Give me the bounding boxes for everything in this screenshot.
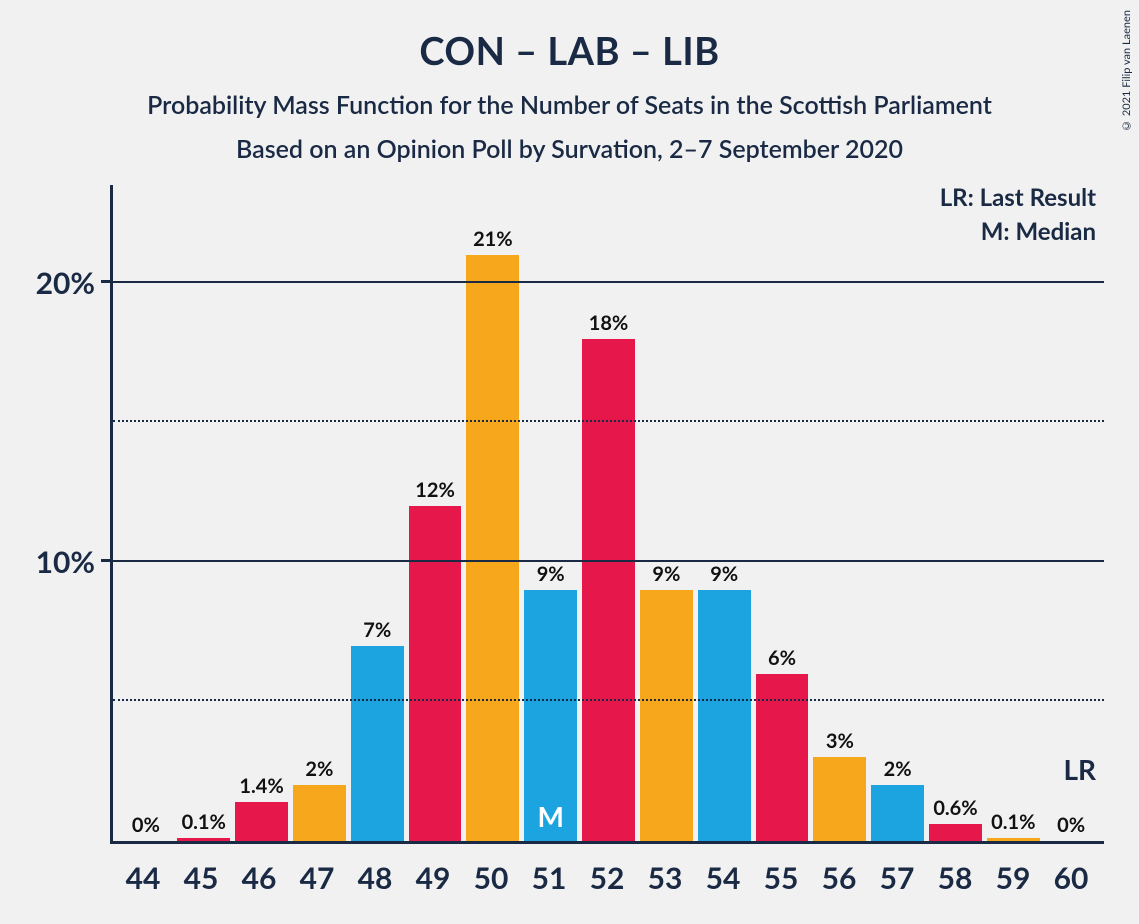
x-axis-label: 57 bbox=[868, 860, 926, 896]
bar bbox=[409, 506, 462, 841]
x-axis-label: 54 bbox=[694, 860, 752, 896]
bar bbox=[640, 590, 693, 841]
bar-slot: 0.6% bbox=[927, 185, 985, 841]
bar-value-label: 0.1% bbox=[991, 810, 1035, 834]
bar-slot: 2% bbox=[869, 185, 927, 841]
bar bbox=[929, 824, 982, 841]
bar-value-label: 9% bbox=[537, 562, 565, 586]
bar-value-label: 18% bbox=[589, 311, 629, 335]
bar-slot: 21% bbox=[464, 185, 522, 841]
copyright-notice: © 2021 Filip van Laenen bbox=[1120, 10, 1133, 132]
plot-area: LR: Last Result M: Median 0%0.1%1.4%2%7%… bbox=[110, 185, 1104, 844]
gridline bbox=[113, 281, 1104, 283]
bar-value-label: 0% bbox=[1057, 813, 1085, 837]
x-axis-label: 55 bbox=[752, 860, 810, 896]
x-axis-label: 51 bbox=[520, 860, 578, 896]
bar bbox=[466, 255, 519, 841]
x-axis-label: 58 bbox=[926, 860, 984, 896]
x-axis-label: 45 bbox=[172, 860, 230, 896]
bar-value-label: 3% bbox=[826, 729, 854, 753]
chart-subtitle-1: Probability Mass Function for the Number… bbox=[35, 90, 1104, 120]
x-axis-label: 52 bbox=[578, 860, 636, 896]
gridline bbox=[113, 699, 1104, 701]
bar bbox=[351, 646, 404, 841]
x-axis: 4445464748495051525354555657585960 bbox=[110, 860, 1104, 896]
bar-group: 0% 0.1% 1.4% 2% 7% 12% 21% 9% M 18% 9% 9% 6% 3% 2% 0.6%… bbox=[113, 185, 1104, 841]
chart-subtitle-2: Based on an Opinion Poll by Survation, 2… bbox=[35, 134, 1104, 164]
bar-value-label: 2% bbox=[305, 757, 333, 781]
bar-slot: 1.4% bbox=[233, 185, 291, 841]
bar bbox=[813, 757, 866, 841]
bar bbox=[582, 339, 635, 841]
x-axis-label: 46 bbox=[230, 860, 288, 896]
bar-slot: 7% bbox=[348, 185, 406, 841]
bar-value-label: 0% bbox=[132, 813, 160, 837]
x-axis-label: 60 bbox=[1042, 860, 1100, 896]
bar bbox=[871, 785, 924, 841]
bar: M bbox=[524, 590, 577, 841]
x-axis-label: 59 bbox=[984, 860, 1042, 896]
gridline bbox=[113, 420, 1104, 422]
bar-slot: 0.1% bbox=[984, 185, 1042, 841]
bar bbox=[235, 802, 288, 841]
bar-value-label: 9% bbox=[710, 562, 738, 586]
bar-slot: 2% bbox=[290, 185, 348, 841]
bar-value-label: 7% bbox=[363, 618, 391, 642]
y-tick bbox=[101, 559, 113, 562]
bar-value-label: 0.1% bbox=[182, 810, 226, 834]
bar bbox=[987, 838, 1040, 841]
bar-slot: 12% bbox=[406, 185, 464, 841]
bar bbox=[698, 590, 751, 841]
bar-value-label: 6% bbox=[768, 646, 796, 670]
bar bbox=[293, 785, 346, 841]
title-block: CON – LAB – LIB Probability Mass Functio… bbox=[35, 28, 1104, 164]
median-marker: M bbox=[537, 799, 563, 833]
y-tick bbox=[101, 280, 113, 283]
bar bbox=[177, 838, 230, 841]
bar-value-label: 21% bbox=[473, 227, 513, 251]
bar-value-label: 9% bbox=[652, 562, 680, 586]
bar-slot: 0.1% bbox=[175, 185, 233, 841]
x-axis-label: 49 bbox=[404, 860, 462, 896]
gridline bbox=[113, 560, 1104, 562]
bar-slot: 0% bbox=[117, 185, 175, 841]
y-axis-label: 20% bbox=[36, 265, 95, 301]
bar-slot: 9% bbox=[637, 185, 695, 841]
bar-slot: 18% bbox=[580, 185, 638, 841]
y-axis-label: 10% bbox=[36, 544, 95, 580]
bar-slot: 3% bbox=[811, 185, 869, 841]
bar-slot: 9% bbox=[695, 185, 753, 841]
bar-value-label: 2% bbox=[884, 757, 912, 781]
bar-value-label: 0.6% bbox=[933, 796, 977, 820]
x-axis-label: 56 bbox=[810, 860, 868, 896]
x-axis-label: 50 bbox=[462, 860, 520, 896]
x-axis-label: 53 bbox=[636, 860, 694, 896]
x-axis-label: 48 bbox=[346, 860, 404, 896]
chart-title: CON – LAB – LIB bbox=[35, 28, 1104, 74]
chart-container: © 2021 Filip van Laenen CON – LAB – LIB … bbox=[0, 0, 1139, 924]
bar-slot: 0% LR bbox=[1042, 185, 1100, 841]
bar-slot: 6% bbox=[753, 185, 811, 841]
lr-marker: LR bbox=[1064, 752, 1097, 786]
bar-value-label: 1.4% bbox=[239, 774, 283, 798]
bar-slot: 9% M bbox=[522, 185, 580, 841]
bar-value-label: 12% bbox=[415, 478, 455, 502]
x-axis-label: 47 bbox=[288, 860, 346, 896]
x-axis-label: 44 bbox=[114, 860, 172, 896]
